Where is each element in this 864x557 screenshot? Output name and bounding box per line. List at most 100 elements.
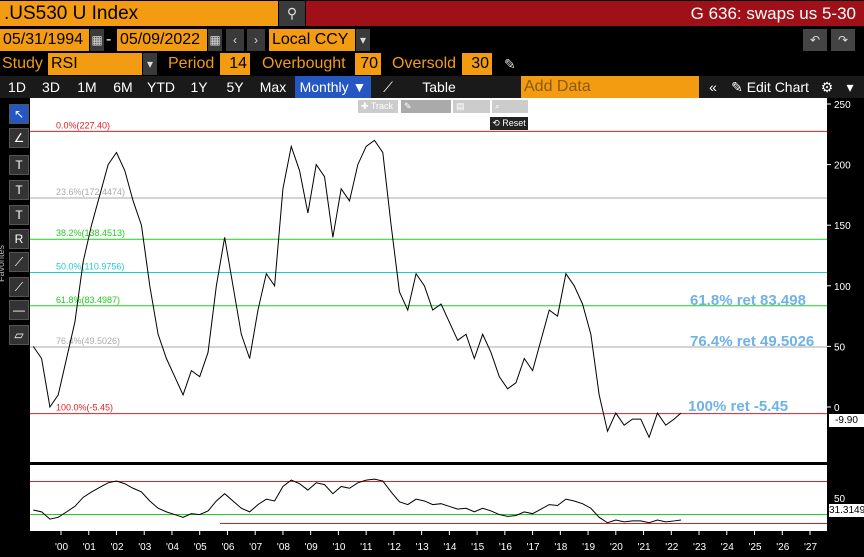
start-date-field[interactable]: 05/31/1994 bbox=[0, 29, 89, 51]
add-data-input[interactable]: Add Data bbox=[521, 76, 699, 98]
more-icon[interactable]: ▾ bbox=[840, 76, 860, 98]
x-tick-label: '04 bbox=[166, 542, 179, 553]
draw-line-icon[interactable]: ∠ bbox=[9, 128, 29, 148]
period-field[interactable]: 14 bbox=[220, 53, 250, 75]
segment-icon[interactable]: ⟋ bbox=[9, 277, 29, 297]
x-tick-label: '23 bbox=[693, 542, 706, 553]
horizontal-line-icon[interactable]: — bbox=[9, 300, 29, 320]
currency-field[interactable]: Local CCY bbox=[269, 29, 355, 51]
x-tick-label: '01 bbox=[83, 542, 96, 553]
reset-label: Reset bbox=[502, 118, 526, 128]
y-tick-label: 50 bbox=[834, 342, 846, 353]
x-tick-label: '25 bbox=[749, 542, 762, 553]
x-tick-label: '12 bbox=[388, 542, 401, 553]
range-3d[interactable]: 3D bbox=[36, 76, 66, 98]
annotation-100: 100% ret -5.45 bbox=[688, 398, 789, 415]
oversold-field[interactable]: 30 bbox=[462, 53, 492, 75]
fib-dollar-icon[interactable]: T bbox=[9, 180, 29, 200]
range-max[interactable]: Max bbox=[254, 76, 292, 98]
x-tick-label: '21 bbox=[638, 542, 651, 553]
x-tick-label: '07 bbox=[249, 542, 262, 553]
x-tick-label: '13 bbox=[416, 542, 429, 553]
next-arrow-icon[interactable]: › bbox=[247, 29, 265, 51]
range-1y[interactable]: 1Y bbox=[182, 76, 216, 98]
annotation-618: 61.8% ret 83.498 bbox=[690, 292, 806, 309]
x-tick-label: '02 bbox=[110, 542, 123, 553]
period-label: Period bbox=[168, 55, 215, 72]
date-separator: - bbox=[106, 31, 112, 48]
chevron-down-icon[interactable]: ▾ bbox=[143, 53, 157, 75]
annotate-label: Annotate bbox=[404, 114, 441, 124]
end-date-field[interactable]: 05/09/2022 bbox=[117, 29, 207, 51]
range-1m[interactable]: 1M bbox=[70, 76, 104, 98]
y-tick-label: 200 bbox=[834, 161, 851, 172]
x-tick-label: '08 bbox=[277, 542, 290, 553]
fib-label: 61.8%(83.4987) bbox=[56, 295, 120, 305]
panel-divider bbox=[30, 462, 827, 465]
pencil-icon[interactable]: ✎ bbox=[504, 56, 516, 72]
channel-icon[interactable]: ▱ bbox=[9, 325, 29, 345]
ticker-dropdown-icon[interactable]: ⚲ bbox=[279, 1, 305, 26]
table-button[interactable]: Table bbox=[404, 76, 474, 98]
price-series-line bbox=[32, 139, 682, 439]
x-tick-label: '27 bbox=[804, 542, 817, 553]
annotate-tool[interactable]: ✎ Annotate bbox=[401, 100, 451, 124]
y-tick-label: 0 bbox=[834, 403, 840, 414]
x-tick-label: '20 bbox=[610, 542, 623, 553]
zoom-tool[interactable]: ⌕ Zoom bbox=[492, 100, 528, 124]
calendar-icon[interactable]: ▦ bbox=[90, 29, 104, 51]
last-price-label: -9.90 bbox=[829, 414, 864, 427]
ray-tool-icon[interactable]: R bbox=[9, 229, 29, 249]
last-rsi-label: 31.3149 bbox=[829, 504, 864, 517]
trendline-icon[interactable]: ⟋ bbox=[9, 252, 29, 272]
redo-icon[interactable]: ↷ bbox=[831, 29, 855, 51]
window-title: G 636: swaps us 5-30 bbox=[306, 1, 864, 26]
x-tick-label: '06 bbox=[221, 542, 234, 553]
fib-label: 38.2%(138.4513) bbox=[56, 228, 125, 238]
x-tick-label: '18 bbox=[554, 542, 567, 553]
oversold-label: Oversold bbox=[392, 55, 457, 72]
x-tick-label: '00 bbox=[55, 542, 68, 553]
x-tick-label: '11 bbox=[360, 542, 373, 553]
edit-chart-label: Edit Chart bbox=[746, 79, 809, 95]
rsi-tick-label: 50 bbox=[834, 494, 846, 505]
calendar-icon[interactable]: ▦ bbox=[208, 29, 222, 51]
range-1d[interactable]: 1D bbox=[2, 76, 32, 98]
x-tick-label: '09 bbox=[305, 542, 318, 553]
range-ytd[interactable]: YTD bbox=[142, 76, 180, 98]
news-tool[interactable]: ▤ News bbox=[453, 100, 490, 124]
edit-chart-button[interactable]: ✎ Edit Chart bbox=[726, 76, 814, 98]
range-6m[interactable]: 6M bbox=[106, 76, 140, 98]
x-tick-label: '17 bbox=[527, 542, 540, 553]
range-5y[interactable]: 5Y bbox=[218, 76, 252, 98]
prev-arrow-icon[interactable]: ‹ bbox=[226, 29, 244, 51]
x-tick-label: '05 bbox=[194, 542, 207, 553]
overbought-field[interactable]: 70 bbox=[355, 53, 381, 75]
fib-percent-icon[interactable]: T bbox=[9, 155, 29, 175]
news-label: News bbox=[456, 114, 479, 124]
track-tool[interactable]: ✚ Track bbox=[358, 100, 398, 113]
y-tick-label: 100 bbox=[834, 282, 851, 293]
track-label: Track bbox=[370, 101, 394, 111]
text-tool-icon[interactable]: T bbox=[9, 205, 29, 225]
x-tick-label: '24 bbox=[721, 542, 734, 553]
collapse-icon[interactable]: « bbox=[703, 76, 723, 98]
study-field[interactable]: RSI bbox=[48, 53, 142, 75]
chart-area bbox=[30, 98, 827, 531]
x-tick-label: '10 bbox=[332, 542, 345, 553]
x-tick-label: '16 bbox=[499, 542, 512, 553]
frequency-dropdown[interactable]: Monthly ▼ bbox=[295, 76, 371, 98]
line-chart-icon[interactable]: ⟋ bbox=[375, 76, 401, 98]
undo-icon[interactable]: ↶ bbox=[803, 29, 827, 51]
chevron-down-icon[interactable]: ▾ bbox=[356, 29, 370, 51]
pointer-tool-icon[interactable]: ↖ bbox=[9, 104, 29, 124]
study-label: Study bbox=[2, 55, 43, 72]
reset-button[interactable]: ⟲ Reset bbox=[490, 117, 528, 130]
fib-label: 50.0%(110.9756) bbox=[56, 261, 124, 271]
ticker-field[interactable]: .US530 U Index bbox=[0, 1, 278, 26]
settings-icon[interactable]: ⚙ bbox=[817, 76, 837, 98]
fib-label: 23.6%(172.4474) bbox=[56, 187, 125, 197]
fib-label: 0.0%(227.40) bbox=[56, 120, 110, 130]
y-tick-label: 250 bbox=[834, 100, 851, 111]
